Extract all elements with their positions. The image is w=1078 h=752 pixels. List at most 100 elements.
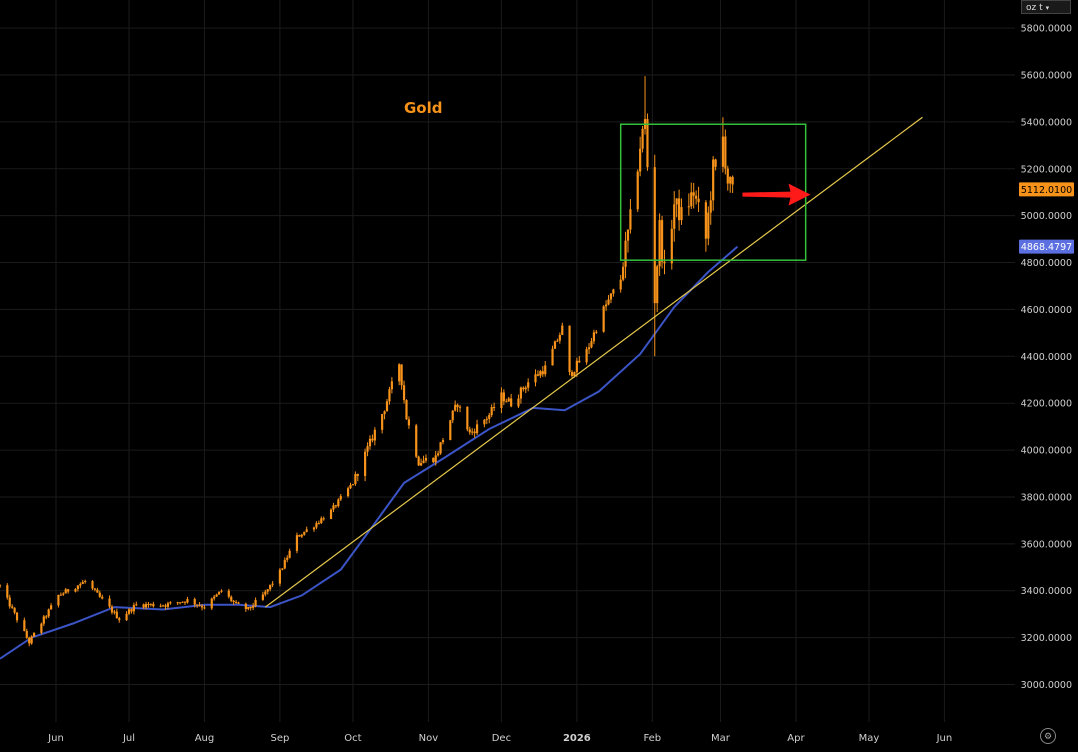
- candle-body: [712, 159, 715, 201]
- candle-body: [468, 429, 471, 433]
- candle-body: [466, 406, 469, 430]
- candle-body: [332, 505, 335, 510]
- candle-body: [254, 599, 257, 606]
- annotations-layer: [264, 116, 923, 608]
- candle-body: [298, 535, 301, 537]
- time-axis[interactable]: Jun Jul Aug Sep Oct Nov Dec 2026 Feb Mar Apr May Jun: [47, 733, 952, 744]
- y-tick-label: 3200.0000: [1021, 633, 1072, 644]
- y-tick-label: 3000.0000: [1021, 680, 1072, 691]
- candle-body: [673, 204, 676, 229]
- candle-body: [680, 207, 683, 221]
- candle-body: [13, 607, 16, 613]
- candle-body: [108, 598, 111, 607]
- candle-body: [449, 420, 452, 441]
- y-tick-label: 5000.0000: [1021, 211, 1072, 222]
- candle-body: [690, 192, 693, 207]
- candle-body: [456, 404, 459, 408]
- candle-body: [493, 407, 496, 409]
- candle-body: [558, 335, 561, 341]
- candle-body: [181, 601, 184, 603]
- candle-body: [704, 202, 707, 239]
- x-tick-label: Aug: [195, 733, 215, 744]
- candle-body: [405, 400, 408, 420]
- candle-body: [709, 200, 712, 213]
- candle-body: [437, 453, 440, 456]
- last-price-value: 5112.0100: [1021, 185, 1072, 196]
- candle-body: [193, 599, 196, 605]
- candle-body: [247, 607, 250, 610]
- candle-body: [524, 387, 527, 390]
- unit-label: oz t: [1026, 3, 1043, 13]
- candle-body: [179, 602, 182, 604]
- y-tick-label: 4200.0000: [1021, 399, 1072, 410]
- candle-body: [658, 220, 661, 267]
- grid-lines: [0, 0, 1015, 722]
- candle-body: [50, 605, 53, 610]
- candle-body: [473, 431, 476, 434]
- candle-body: [127, 609, 131, 614]
- y-tick-label: 4400.0000: [1021, 352, 1072, 363]
- candle-body: [366, 446, 369, 452]
- candle-body: [519, 387, 522, 399]
- candle-body: [210, 598, 213, 609]
- candle-body: [490, 407, 493, 416]
- candle-body: [595, 331, 598, 333]
- candle-body: [300, 534, 303, 537]
- candle-body: [152, 603, 155, 607]
- candle-body: [500, 392, 503, 409]
- candle-body: [25, 631, 28, 638]
- candle-body: [407, 419, 411, 426]
- y-tick-label: 5800.0000: [1021, 24, 1072, 35]
- candle-body: [278, 569, 282, 584]
- unit-selector[interactable]: oz t ▾: [1021, 0, 1071, 14]
- gear-icon[interactable]: ⚙: [1040, 728, 1056, 744]
- last-price-tag: [1019, 182, 1074, 197]
- price-axis[interactable]: 3000.0000 3200.0000 3400.0000 3600.0000 3800…: [1021, 24, 1072, 691]
- candle-body: [626, 229, 630, 241]
- candle-body: [451, 410, 454, 421]
- ma-last-value: 4868.4797: [1021, 242, 1072, 253]
- candle-body: [98, 592, 101, 597]
- candle-body: [32, 632, 36, 637]
- candle-body: [281, 568, 284, 570]
- candle-body: [232, 600, 235, 602]
- candle-body: [424, 457, 428, 461]
- candle-body: [368, 438, 372, 447]
- candle-body: [0, 585, 2, 587]
- candle-body: [624, 240, 627, 267]
- candle-body: [28, 637, 31, 644]
- candle-body: [339, 496, 342, 500]
- candle-body: [604, 304, 608, 307]
- candle-body: [641, 128, 644, 149]
- y-tick-label: 3800.0000: [1021, 492, 1072, 503]
- candle-body: [607, 299, 610, 305]
- candle-body: [64, 589, 67, 594]
- candle-body: [419, 463, 423, 466]
- candle-body: [351, 484, 355, 486]
- candle-body: [166, 603, 170, 607]
- candle-body: [561, 325, 564, 336]
- candle-body: [383, 411, 386, 415]
- candle-body: [147, 604, 150, 606]
- candle-body: [305, 529, 308, 532]
- candle-body: [471, 431, 474, 433]
- y-tick-label: 4800.0000: [1021, 258, 1072, 269]
- candle-body: [237, 602, 240, 604]
- candle-body: [578, 360, 581, 363]
- candle-body: [729, 176, 732, 184]
- x-tick-label: Jun: [936, 733, 953, 744]
- candle-body: [527, 382, 530, 388]
- candle-body: [731, 176, 734, 185]
- candle-body: [15, 612, 19, 621]
- candle-body: [6, 585, 9, 598]
- candle-body: [249, 607, 252, 609]
- candle-body: [439, 442, 442, 454]
- candle-body: [568, 325, 571, 373]
- candle-body: [203, 607, 206, 609]
- candle-body: [695, 195, 698, 199]
- candle-body: [45, 616, 48, 618]
- candle-body: [213, 596, 216, 599]
